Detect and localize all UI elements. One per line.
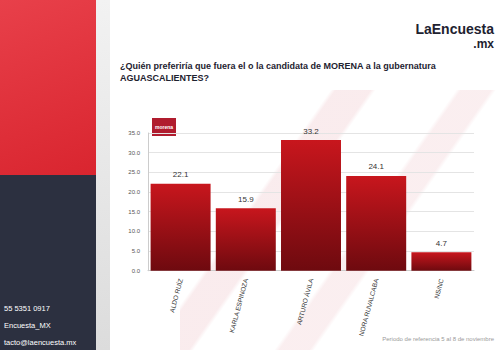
svg-text:33.2: 33.2: [303, 127, 319, 136]
svg-text:4.7: 4.7: [436, 239, 448, 248]
html-text:AGUASCALIENTES?: AGUASCALIENTES?: [120, 73, 209, 83]
svg-text:KARLA ESPINOZA: KARLA ESPINOZA: [228, 277, 249, 333]
html-text:tacto@laencuesta.mx: tacto@laencuesta.mx: [4, 338, 77, 347]
svg-text:NORA RUVALCABA: NORA RUVALCABA: [358, 277, 380, 337]
html-text:morena: morena: [155, 124, 173, 130]
svg-text:25.0: 25.0: [128, 169, 140, 175]
svg-text:35.0: 35.0: [128, 130, 140, 136]
svg-text:5.0: 5.0: [132, 248, 141, 254]
html-text:LaEncuesta: LaEncuesta: [415, 21, 494, 37]
svg-text:ARTURO ÁVILA: ARTURO ÁVILA: [294, 277, 314, 326]
html-text:55 5351 0917: 55 5351 0917: [4, 304, 50, 313]
svg-text:ALDO RUÍZ: ALDO RUÍZ: [167, 278, 184, 314]
svg-text:10.0: 10.0: [128, 228, 140, 234]
html-text:.mx: .mx: [473, 37, 494, 51]
html-text:¿Quién preferiría que fuera el: ¿Quién preferiría que fuera el o la cand…: [120, 61, 436, 71]
html-text:Encuesta_MX: Encuesta_MX: [4, 321, 51, 330]
svg-text:15.0: 15.0: [128, 209, 140, 215]
svg-text:20.0: 20.0: [128, 189, 140, 195]
svg-text:22.1: 22.1: [173, 170, 189, 179]
svg-text:24.1: 24.1: [368, 162, 384, 171]
svg-text:NS/NC: NS/NC: [433, 278, 445, 300]
svg-text:0.0: 0.0: [132, 268, 141, 274]
svg-text:15.9: 15.9: [238, 195, 254, 204]
html-text:Periodo de referencia 5 al 8 d: Periodo de referencia 5 al 8 de noviembr…: [382, 336, 494, 342]
svg-text:30.0: 30.0: [128, 150, 140, 156]
